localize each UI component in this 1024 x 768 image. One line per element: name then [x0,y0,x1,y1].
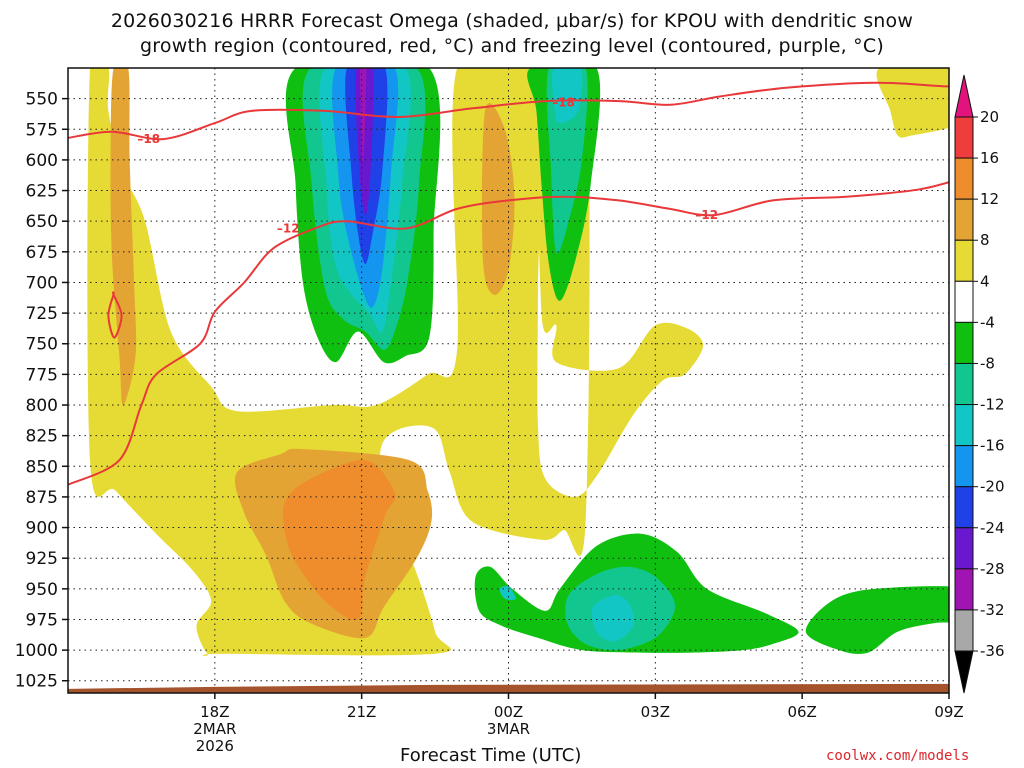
omega-region-green-lower-right [805,586,949,654]
colorbar-label-8: 8 [980,231,990,249]
y-tick-label-600: 600 [26,151,58,171]
x-tick-label-2026: 2026 [196,737,234,755]
y-tick-label-1025: 1025 [15,672,58,692]
colorbar-label-12: 12 [980,190,999,208]
omega-region-orange-left-column [110,68,137,405]
contour-line-2 [107,291,123,339]
x-tick-label-21Z: 21Z [347,703,376,721]
y-tick-label-950: 950 [26,580,58,600]
x-tick-label-3MAR: 3MAR [487,720,530,738]
dendritic-contours: –18 –18 –12 –12 [68,81,949,486]
colorbar-label--36: -36 [980,642,1005,660]
contour-line-1 [68,181,949,486]
colorbar-label--8: -8 [980,354,995,372]
chart-title-line-1: 2026030216 HRRR Forecast Omega (shaded, … [110,10,914,32]
colorbar-bin--28to-24 [954,527,974,570]
colorbar-bin--32to-28 [954,568,974,611]
x-tick-label-03Z: 03Z [641,703,670,721]
y-tick-label-1000: 1000 [15,641,58,661]
colorbar-bin--4to4 [954,280,974,323]
colorbar-bin--36to-32 [954,609,974,652]
colorbar-bin--20to-16 [954,445,974,488]
y-tick-label-575: 575 [26,120,58,140]
contour-label: –12 [695,208,718,222]
colorbar-label--32: -32 [980,601,1005,619]
y-tick-label-850: 850 [26,457,58,477]
x-tick-label-09Z: 09Z [934,703,963,721]
x-tick-label-2MAR: 2MAR [193,720,236,738]
colorbar-label--28: -28 [980,560,1005,578]
y-tick-label-825: 825 [26,427,58,447]
ground-fill [68,683,949,693]
omega-region-cyan-lower-left-blip [499,585,516,600]
colorbar-bottom-triangle [954,650,974,694]
x-tick-label-06Z: 06Z [787,703,816,721]
y-tick-label-725: 725 [26,304,58,324]
omega-region-orange-center-column [481,103,515,295]
y-tick-label-700: 700 [26,273,58,293]
colorbar-label--12: -12 [980,396,1005,414]
omega-shaded-regions [87,68,949,656]
y-tick-label-875: 875 [26,488,58,508]
colorbar-label--20: -20 [980,478,1005,496]
y-tick-label-675: 675 [26,243,58,263]
colorbar-label--16: -16 [980,437,1005,455]
y-tick-label-925: 925 [26,549,58,569]
colorbar-bin--16to-12 [954,404,974,447]
colorbar-top-triangle [954,74,974,118]
y-tick-label-800: 800 [26,396,58,416]
y-tick-label-775: 775 [26,365,58,385]
y-tick-label-750: 750 [26,335,58,355]
ground-layer [68,683,949,693]
y-tick-label-900: 900 [26,519,58,539]
x-tick-label-00Z: 00Z [494,703,523,721]
colorbar: 20 16 12 8 4 -4 -8 -12 -16 -20 -24 -28 -32 -36 [954,74,1005,694]
contour-label: –18 [552,95,575,109]
y-tick-label-550: 550 [26,90,58,110]
omega-region-cyan-upper-center [552,68,583,124]
colorbar-bin-8to12 [954,198,974,241]
chart-title-line-2: growth region (contoured, red, °C) and f… [140,35,884,57]
colorbar-label-4: 4 [980,272,990,290]
colorbar-label--4: -4 [980,313,995,331]
colorbar-label-20: 20 [980,108,999,126]
colorbar-bin--24to-20 [954,486,974,529]
colorbar-bin--8to-4 [954,321,974,364]
y-axis-ticks: 550 575 600 625 650 675 700 725 750 775 800 825 850 8… [15,90,68,692]
colorbar-bin-16to20 [954,116,974,159]
colorbar-bin-4to8 [954,239,974,282]
omega-region-dark-orange-blob [282,460,396,621]
y-tick-label-975: 975 [26,610,58,630]
x-axis-label: Forecast Time (UTC) [400,745,582,766]
contour-label: –12 [277,222,300,236]
omega-region-cyan-lower-center [591,594,635,642]
grid-lines [68,68,949,693]
source-credit: coolwx.com/models [826,748,970,764]
colorbar-label--24: -24 [980,519,1005,537]
contour-line-0 [68,81,949,141]
y-tick-label-625: 625 [26,182,58,202]
colorbar-bin--12to-8 [954,362,974,406]
contour-label: –18 [137,132,160,146]
colorbar-bin-12to16 [954,157,974,200]
omega-region-purple-upper-left [355,68,374,216]
colorbar-label-16: 16 [980,149,999,167]
x-tick-label-18Z: 18Z [200,703,229,721]
y-tick-label-650: 650 [26,212,58,232]
